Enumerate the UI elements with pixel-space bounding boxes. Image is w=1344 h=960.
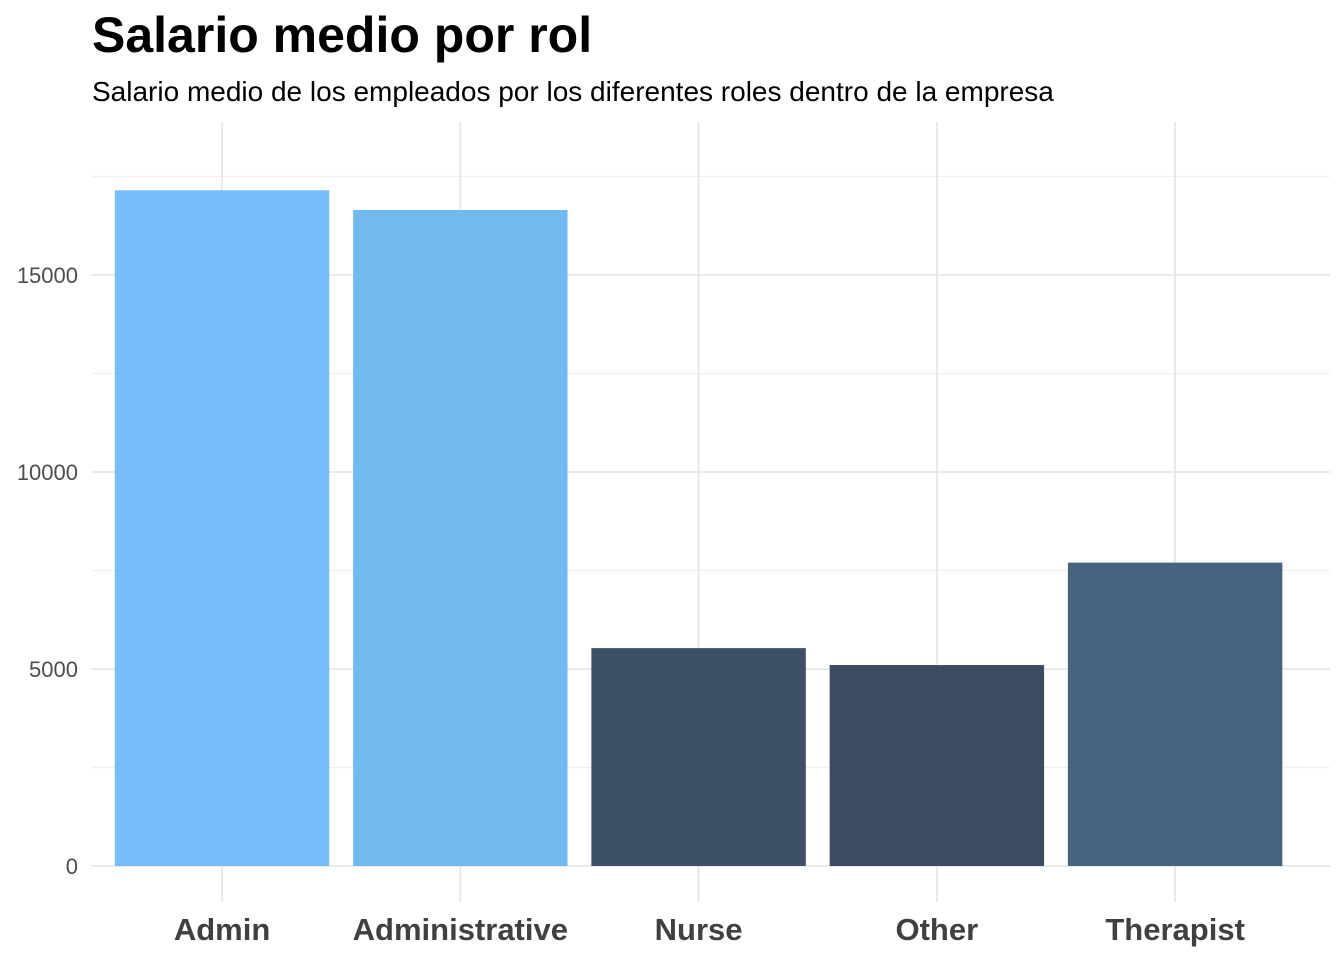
y-tick-label: 0 — [66, 854, 78, 879]
x-tick-label: Admin — [174, 912, 270, 947]
bar-admin — [114, 190, 330, 867]
bar-administrative — [353, 209, 568, 867]
bar-nurse — [591, 648, 806, 866]
x-tick-label: Therapist — [1105, 912, 1245, 947]
chart-subtitle: Salario medio de los empleados por los d… — [92, 76, 1054, 107]
bar-other — [829, 665, 1045, 866]
bars-layer — [114, 190, 1283, 867]
chart-title: Salario medio por rol — [92, 7, 593, 63]
x-axis-ticks: Admin Administrative Nurse Other Therapist — [174, 912, 1245, 947]
y-tick-label: 5000 — [29, 657, 78, 682]
y-tick-label: 15000 — [17, 263, 78, 288]
x-tick-label: Other — [896, 912, 979, 947]
y-tick-label: 10000 — [17, 460, 78, 485]
bar-therapist — [1067, 562, 1283, 866]
x-tick-label: Administrative — [353, 912, 568, 947]
x-tick-label: Nurse — [655, 912, 743, 947]
y-axis-ticks: 0 5000 10000 15000 — [17, 263, 78, 879]
